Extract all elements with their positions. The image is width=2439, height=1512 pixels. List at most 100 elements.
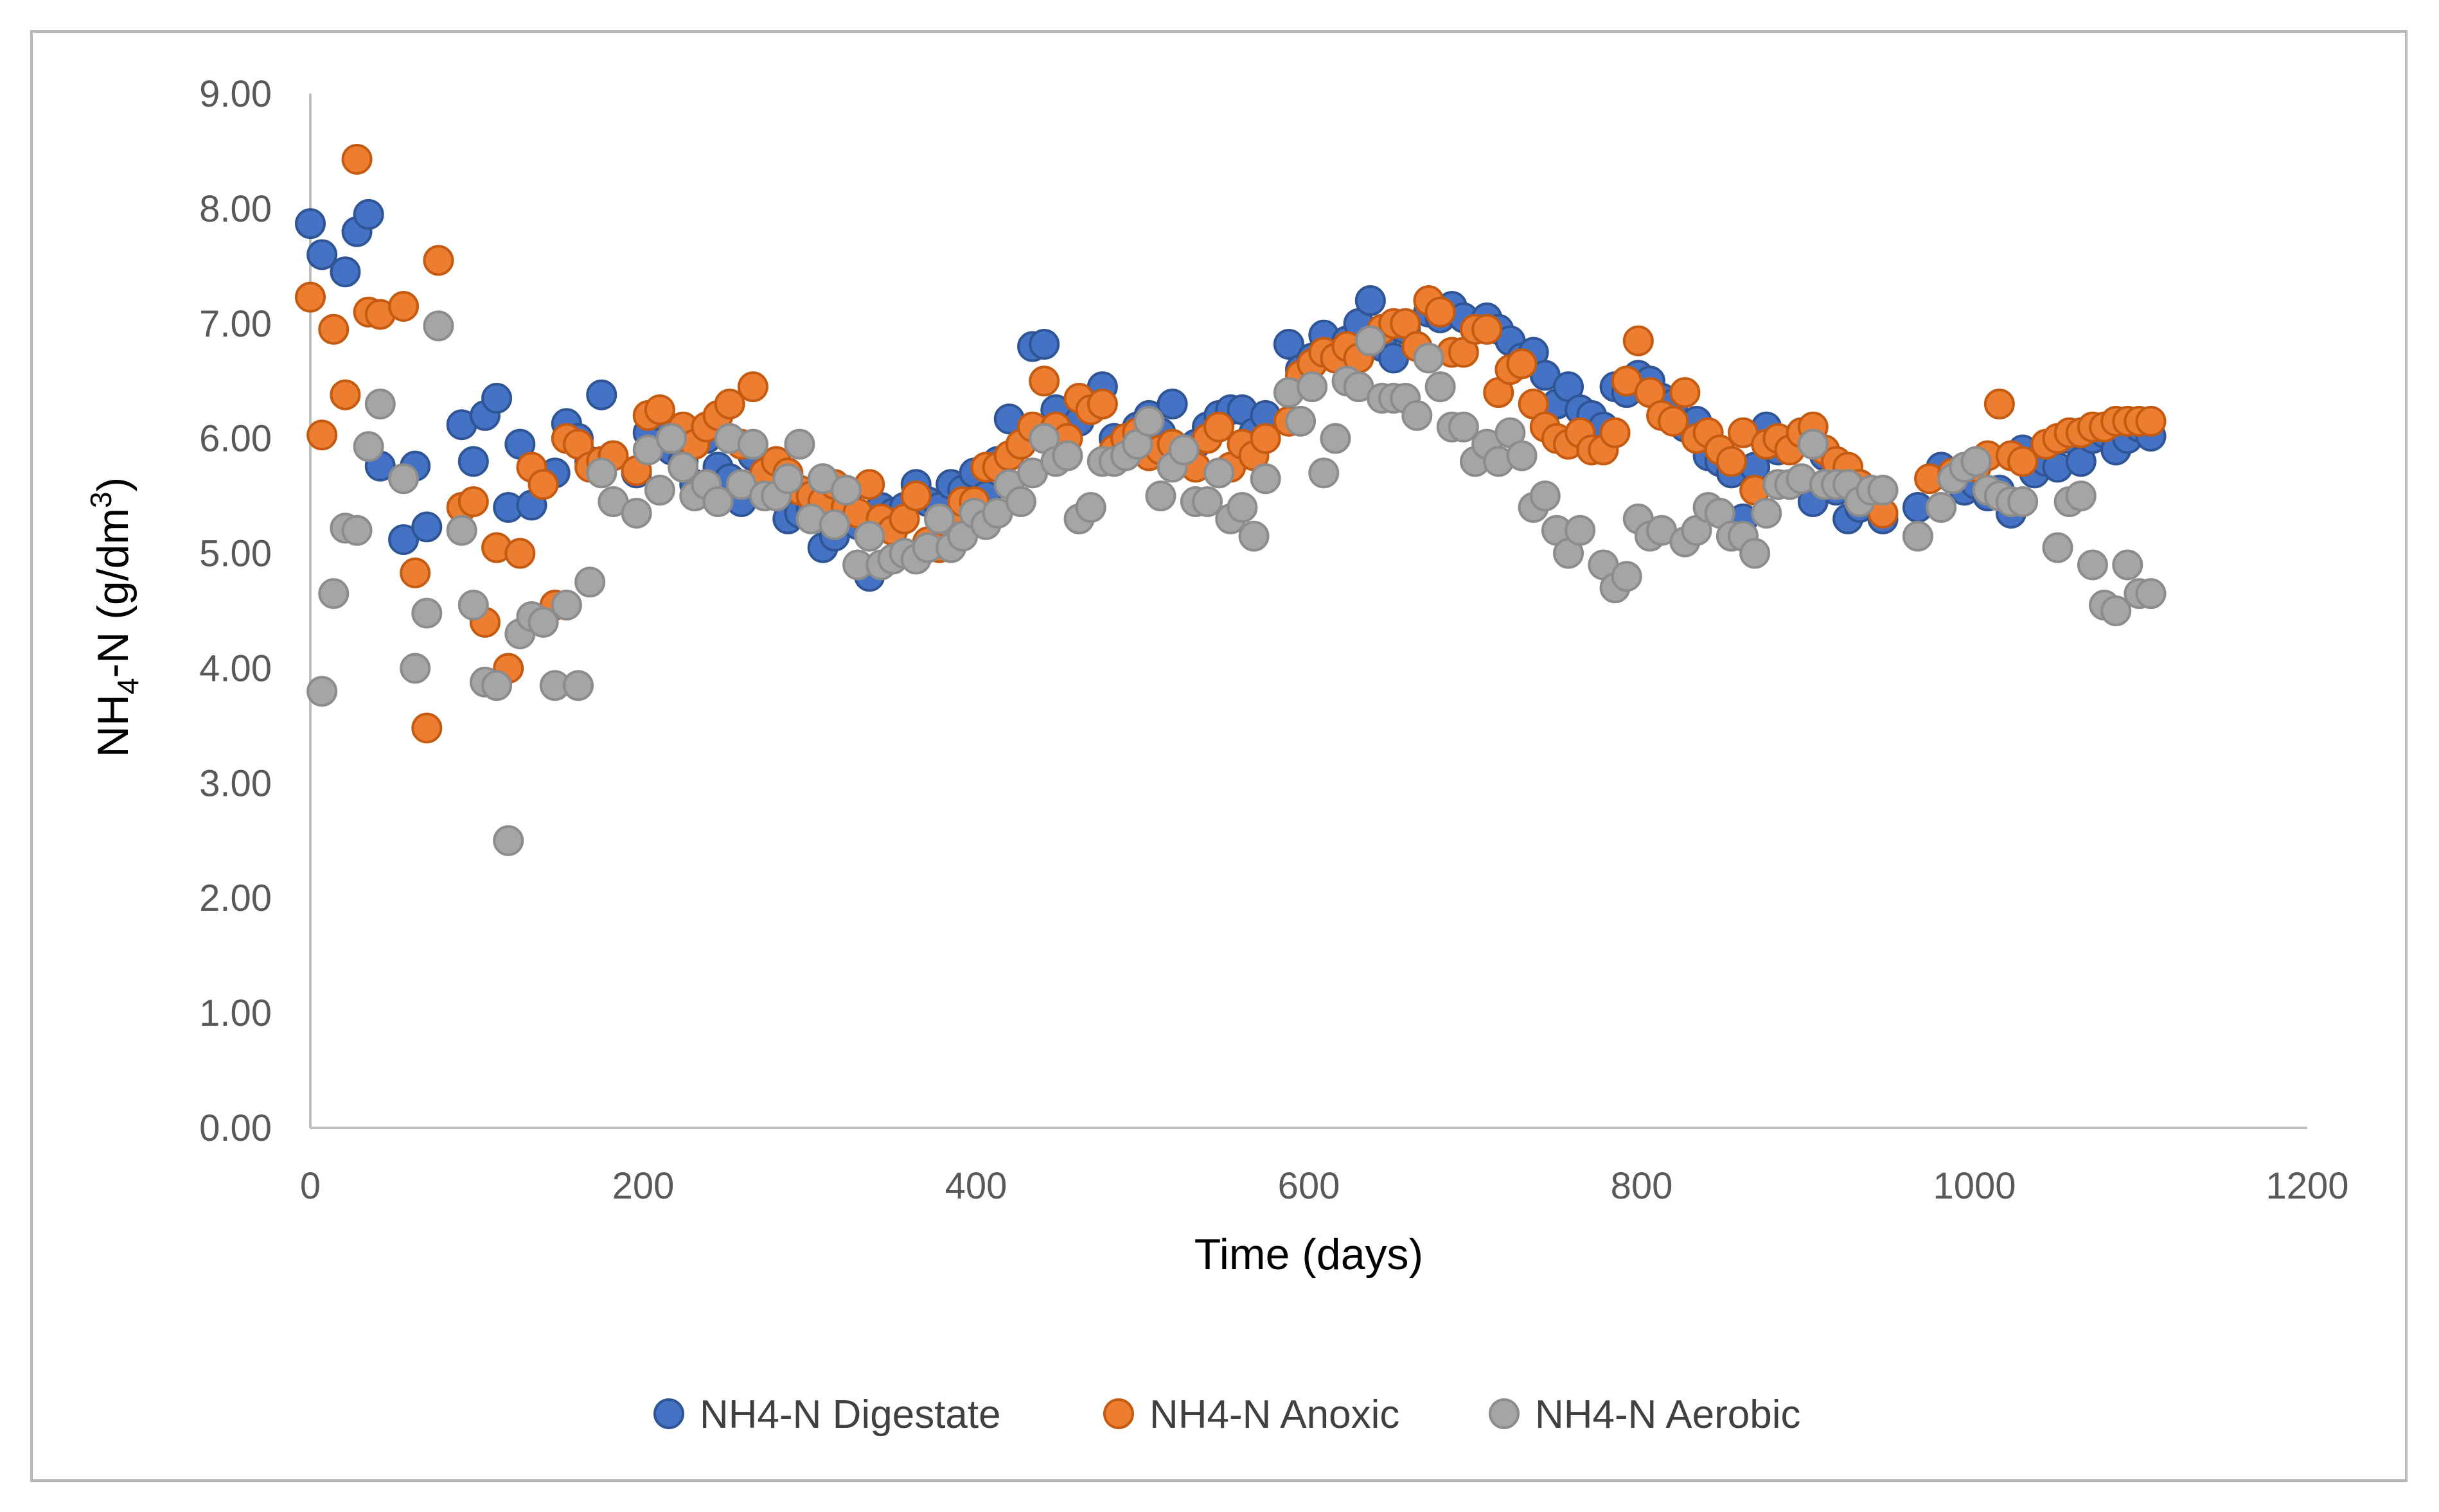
data-point-nh4-n-aerobic [784,428,815,460]
data-point-nh4-n-aerobic [2112,549,2143,581]
data-point-nh4-n-digestate [388,524,420,556]
data-point-nh4-n-aerobic [2042,532,2073,563]
data-point-nh4-n-aerobic [621,497,652,529]
data-point-nh4-n-aerobic [400,653,431,684]
data-point-nh4-n-aerobic [1529,480,1561,512]
data-point-nh4-n-aerobic [493,825,524,856]
legend-marker [1489,1398,1520,1429]
series-layer [295,143,2167,856]
data-point-nh4-n-anoxic [528,469,559,500]
x-axis-title: Time (days) [1194,1230,1423,1279]
data-point-nh4-n-aerobic [1005,486,1036,518]
data-point-nh4-n-aerobic [2135,578,2167,610]
data-point-nh4-n-anoxic [1506,348,1538,380]
data-point-nh4-n-aerobic [481,670,513,701]
data-point-nh4-n-anoxic [457,486,489,518]
data-point-nh4-n-aerobic [341,514,373,546]
data-point-nh4-n-anoxic [2135,405,2167,437]
data-point-nh4-n-aerobic [1075,492,1106,523]
data-point-nh4-n-anoxic [1250,423,1281,454]
data-point-nh4-n-digestate [1273,328,1304,360]
y-tick-label: 5.00 [199,533,272,575]
data-point-nh4-n-anoxic [1086,389,1118,419]
data-point-nh4-n-aerobic [1168,434,1200,466]
data-point-nh4-n-anoxic [1029,365,1060,397]
y-axis-title: NH4-N (g/dm3) [84,477,145,758]
data-point-nh4-n-aerobic [2077,549,2108,581]
data-point-nh4-n-aerobic [1133,405,1165,437]
data-point-nh4-n-aerobic [668,452,699,483]
data-point-nh4-n-aerobic [854,520,885,552]
data-point-nh4-n-digestate [586,379,617,410]
data-point-nh4-n-digestate [1157,389,1188,419]
data-point-nh4-n-aerobic [1751,497,1782,529]
y-tick-label: 8.00 [199,188,272,230]
y-axis-ticks: 0.00 1.00 2.00 3.00 4.00 5.00 6.00 7.00 8.00 9.00 [199,73,272,1149]
data-point-nh4-n-aerobic [2007,486,2039,518]
data-point-nh4-n-aerobic [1424,371,1456,403]
data-point-nh4-n-digestate [330,256,361,288]
data-point-nh4-n-aerobic [772,463,804,495]
data-point-nh4-n-anoxic [2007,446,2039,477]
x-axis-ticks: 0 200 400 600 800 1000 1200 [300,1165,2349,1207]
data-point-nh4-n-aerobic [423,310,454,342]
y-axis-title-middle: -N (g/dm [89,508,137,678]
data-point-nh4-n-aerobic [1052,440,1083,471]
data-point-nh4-n-aerobic [644,475,675,506]
data-point-nh4-n-aerobic [1902,520,1933,552]
data-point-nh4-n-digestate [1354,285,1386,316]
y-tick-label: 6.00 [199,418,272,460]
y-tick-label: 2.00 [199,877,272,919]
data-point-nh4-n-aerobic [1354,325,1386,356]
y-axis-title-suffix: ) [89,477,137,492]
legend-label: NH4-N Aerobic [1535,1393,1800,1437]
y-axis-title-subscript: 4 [111,678,145,694]
data-point-nh4-n-digestate [295,208,326,240]
data-point-nh4-n-anoxic [411,712,443,744]
data-point-nh4-n-aerobic [457,590,489,621]
data-point-nh4-n-anoxic [504,538,536,569]
data-point-nh4-n-digestate [1029,328,1060,360]
data-point-nh4-n-aerobic [1960,446,1992,477]
data-point-nh4-n-aerobic [1320,423,1351,454]
x-tick-label: 800 [1611,1165,1673,1207]
chart-frame: 0.00 1.00 2.00 3.00 4.00 5.00 6.00 7.00 8.00 9.00… [30,30,2408,1482]
data-point-nh4-n-aerobic [737,428,768,460]
x-tick-label: 0 [300,1165,321,1207]
data-point-nh4-n-aerobic [1297,371,1328,403]
data-point-nh4-n-aerobic [702,486,734,518]
y-tick-label: 7.00 [199,303,272,345]
data-point-nh4-n-digestate [411,511,443,543]
data-point-nh4-n-anoxic [388,290,420,322]
x-tick-label: 600 [1278,1165,1340,1207]
data-point-nh4-n-anoxic [737,371,768,403]
data-point-nh4-n-aerobic [819,509,850,540]
data-point-nh4-n-aerobic [1250,463,1281,495]
x-tick-label: 1000 [1933,1165,2016,1207]
data-point-nh4-n-digestate [353,198,384,230]
data-point-nh4-n-aerobic [306,676,338,707]
data-point-nh4-n-aerobic [1926,492,1957,523]
data-point-nh4-n-anoxic [341,143,373,175]
data-point-nh4-n-anoxic [295,281,326,313]
data-point-nh4-n-aerobic [528,606,559,638]
data-point-nh4-n-anoxic [1424,296,1456,328]
y-axis-title-superscript: 3 [84,491,118,508]
data-point-nh4-n-aerobic [1867,475,1899,506]
y-tick-label: 3.00 [199,762,272,804]
data-point-nh4-n-aerobic [2065,480,2097,512]
data-point-nh4-n-aerobic [1227,492,1258,523]
data-point-nh4-n-aerobic [1203,457,1235,489]
x-tick-label: 1200 [2266,1165,2348,1207]
legend-label: NH4-N Anoxic [1149,1393,1399,1437]
data-point-nh4-n-aerobic [353,431,384,462]
data-point-nh4-n-digestate [457,446,489,477]
data-point-nh4-n-aerobic [1308,457,1340,489]
data-point-nh4-n-digestate [481,383,513,414]
legend: NH4-N Digestate NH4-N Anoxic NH4-N Aerobic [653,1393,1800,1437]
data-point-nh4-n-aerobic [364,389,396,419]
data-point-nh4-n-anoxic [330,379,361,410]
data-point-nh4-n-anoxic [1599,417,1631,448]
data-point-nh4-n-aerobic [656,423,687,454]
data-point-nh4-n-anoxic [644,394,675,425]
